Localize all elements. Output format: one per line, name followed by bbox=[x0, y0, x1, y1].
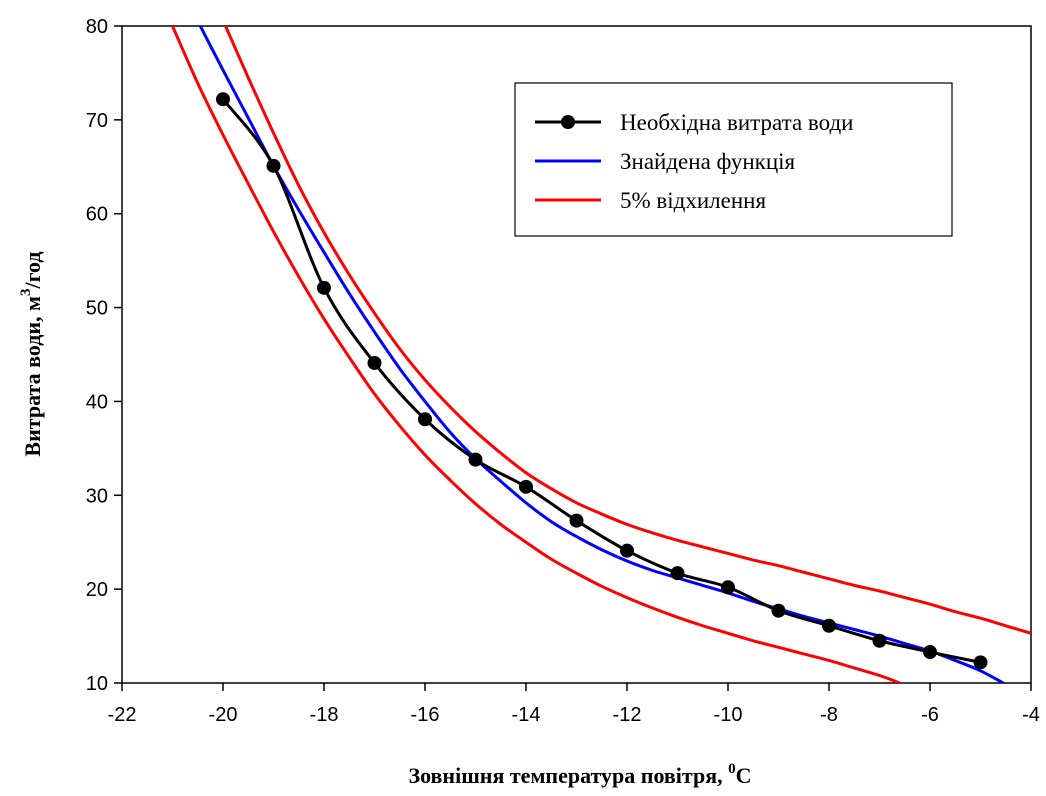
x-tick-label: -16 bbox=[411, 704, 440, 726]
series-line bbox=[198, 26, 1005, 683]
data-point bbox=[620, 543, 634, 558]
x-tick-label: -12 bbox=[613, 704, 642, 726]
y-tick-label: 80 bbox=[86, 16, 108, 38]
legend-label: 5% відхилення bbox=[620, 188, 766, 213]
x-tick-label: -22 bbox=[108, 704, 137, 726]
data-point bbox=[519, 479, 533, 494]
x-tick-label: -18 bbox=[310, 704, 339, 726]
data-point bbox=[317, 280, 331, 295]
plot-frame bbox=[121, 25, 1032, 684]
data-point bbox=[822, 618, 836, 633]
legend-marker bbox=[561, 115, 575, 129]
y-axis: 10 20 30 40 50 60 70 80 bbox=[86, 16, 122, 695]
data-point bbox=[367, 355, 382, 370]
data-point bbox=[569, 513, 584, 528]
data-point bbox=[872, 633, 887, 648]
data-point bbox=[721, 580, 735, 595]
y-tick-label: 30 bbox=[86, 485, 108, 507]
series-line bbox=[171, 26, 902, 683]
x-axis: -22 -20 -18 -16 -14 -12 -10 -8 -6 -4 bbox=[108, 683, 1040, 726]
x-tick-label: -14 bbox=[512, 704, 541, 726]
x-tick-label: -4 bbox=[1022, 704, 1040, 726]
data-point bbox=[266, 158, 281, 173]
data-point bbox=[771, 603, 786, 618]
legend: Необхідна витрата води Знайдена функція 5%… bbox=[514, 82, 953, 237]
x-tick-label: -20 bbox=[209, 704, 238, 726]
marker-layer bbox=[216, 92, 988, 670]
series-line bbox=[224, 26, 1031, 635]
data-point bbox=[468, 452, 483, 467]
data-point bbox=[973, 655, 988, 670]
legend-label: Необхідна витрата води bbox=[620, 110, 853, 135]
legend-label: Знайдена функція bbox=[620, 149, 796, 174]
x-axis-title: Зовнішня температура повітря, 0C bbox=[408, 761, 751, 788]
data-point bbox=[216, 92, 230, 107]
x-tick-label: -10 bbox=[714, 704, 743, 726]
y-tick-label: 10 bbox=[86, 673, 108, 695]
y-tick-label: 40 bbox=[86, 391, 108, 413]
y-tick-label: 50 bbox=[86, 298, 108, 320]
data-point bbox=[670, 566, 685, 581]
y-axis-title: Витрата води, м3/год bbox=[18, 251, 45, 456]
y-tick-label: 70 bbox=[86, 110, 108, 132]
data-point bbox=[418, 412, 432, 427]
x-tick-label: -8 bbox=[820, 704, 838, 726]
y-tick-label: 20 bbox=[86, 579, 108, 601]
y-tick-label: 60 bbox=[86, 204, 108, 226]
x-tick-label: -6 bbox=[921, 704, 939, 726]
data-point bbox=[923, 645, 937, 660]
